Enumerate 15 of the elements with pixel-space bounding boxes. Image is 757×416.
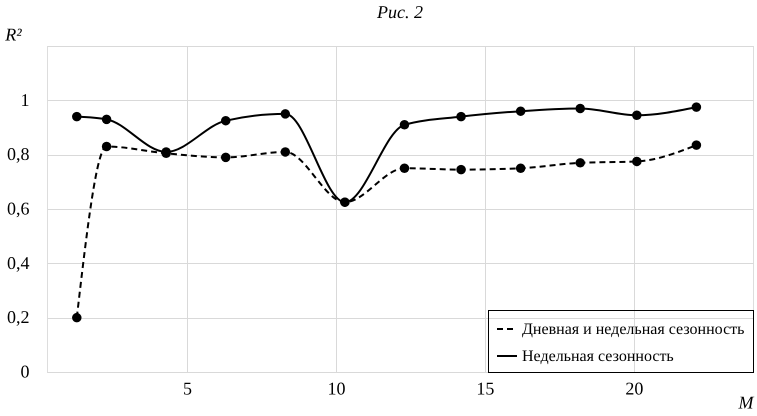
x-tick-label: 20 [625,378,644,398]
y-tick-label: 0,4 [7,252,30,273]
y-tick-label: 0,6 [7,198,30,218]
y-tick-label: 0,8 [7,144,30,164]
x-axis-title: M [738,392,754,412]
y-axis-title: R² [4,24,22,44]
y-tick-label: 0,2 [7,307,30,328]
x-tick-label: 10 [327,378,346,398]
legend-label: Недельная сезонность [522,348,674,365]
y-tick-label: 0 [20,362,30,382]
y-tick-label: 1 [20,90,30,110]
x-tick-label: 15 [476,378,494,398]
legend-label: Дневная и недельная сезонность [522,321,744,338]
chart-title: Рис. 2 [376,2,423,22]
x-tick-label: 5 [183,378,192,398]
